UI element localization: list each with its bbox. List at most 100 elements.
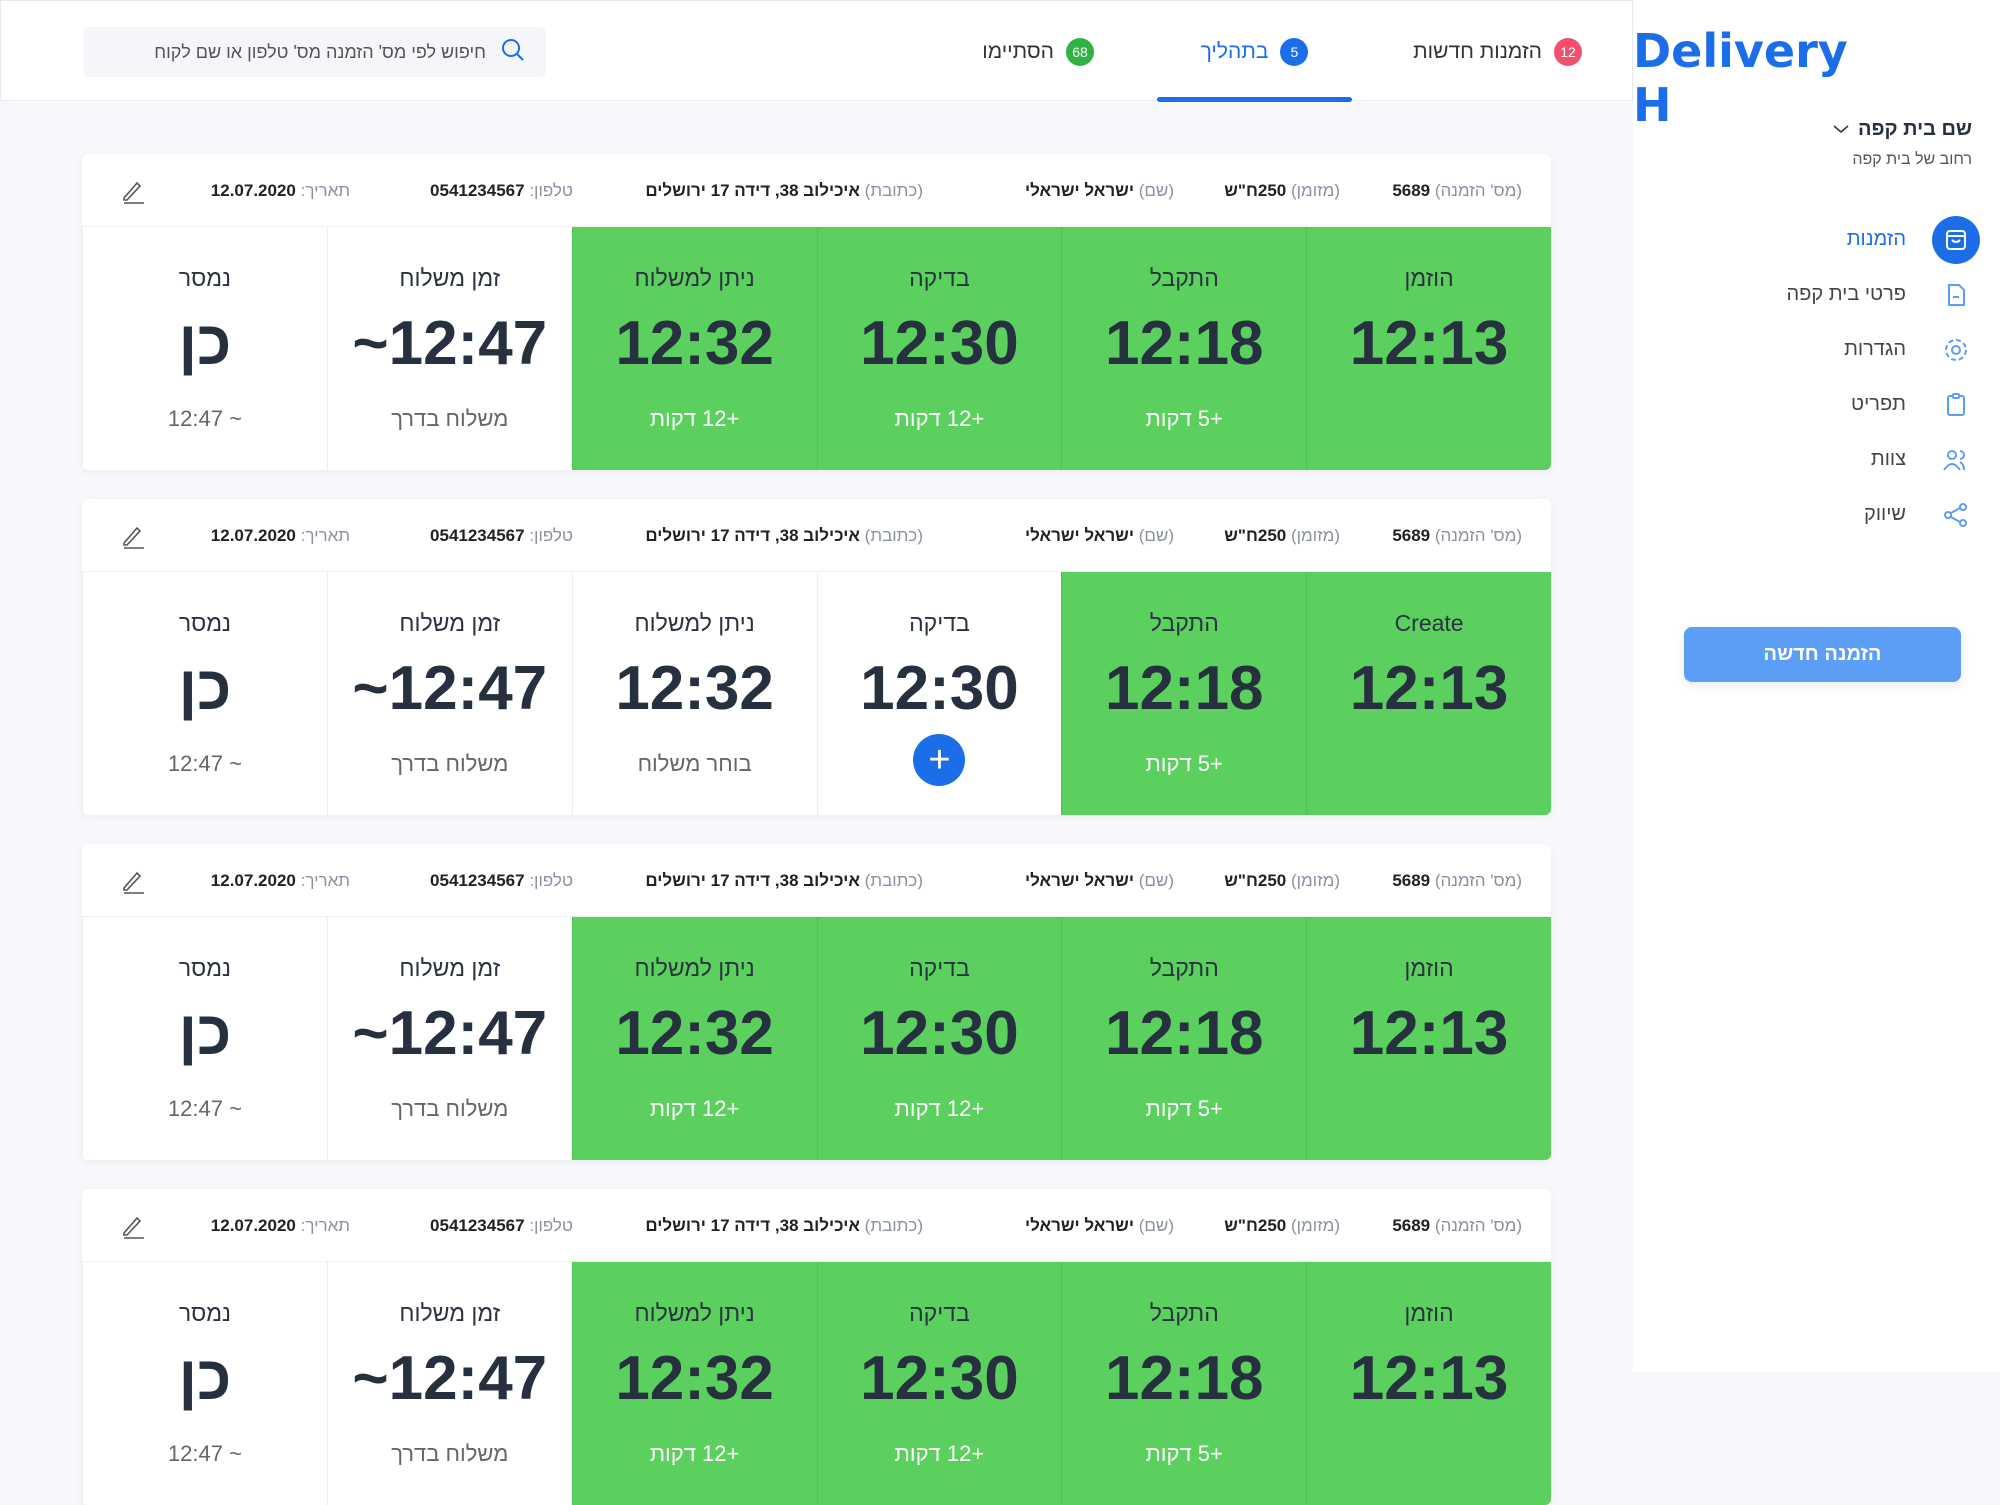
- step-sub: +12 דקות: [649, 1096, 740, 1121]
- sidebar-item-label: תפריט: [1851, 393, 1906, 415]
- step-sub: משלוח בדרך: [391, 406, 509, 431]
- order-date: תאריך: 12.07.2020: [211, 1189, 350, 1262]
- new-order-button[interactable]: הזמנה חדשה: [1684, 627, 1961, 682]
- sidebar-nav: הזמנות פרטי בית קפה הגדרות תפריט צוות שיווק: [1633, 212, 2000, 542]
- status-step: התקבל 12:18 +5 דקות: [1061, 1262, 1307, 1505]
- field-value: 0541234567: [430, 525, 525, 545]
- step-sub: +12 דקות: [894, 1441, 985, 1466]
- status-step: בדיקה 12:30 +12 דקות: [816, 1262, 1062, 1505]
- order-addr: (כתובת) איכילוב 38, דידה 17 ירושלים: [645, 154, 923, 227]
- chevron-down-icon[interactable]: [1832, 118, 1850, 141]
- step-label: זמן משלוח: [399, 265, 501, 291]
- order-pay: (מזומן) 250ח"ש: [1224, 499, 1340, 572]
- step-sub: ~ 12:47: [167, 406, 242, 431]
- step-sub: +5 דקות: [1145, 406, 1223, 431]
- order-status-steps: Create 12:13 התקבל 12:18 +5 דקות בדיקה 12:30 + נ…: [82, 572, 1551, 815]
- field-label: (מזומן): [1290, 1215, 1340, 1235]
- tab-count-badge: 12: [1554, 37, 1582, 66]
- status-step: התקבל 12:18 +5 דקות: [1061, 227, 1307, 470]
- edit-pencil-icon[interactable]: [120, 523, 146, 554]
- step-label: הוזמן: [1404, 1300, 1454, 1326]
- field-value: 12.07.2020: [210, 1215, 296, 1235]
- step-label: Create: [1394, 610, 1464, 636]
- order-date: תאריך: 12.07.2020: [211, 844, 350, 917]
- step-label: ניתן למשלוח: [634, 610, 755, 636]
- add-step-button[interactable]: +: [913, 734, 966, 786]
- sidebar-item-1[interactable]: פרטי בית קפה: [1633, 267, 2000, 322]
- document-icon: [1932, 271, 1980, 319]
- sidebar-item-2[interactable]: הגדרות: [1633, 322, 2000, 377]
- field-value: ישראל ישראלי: [1024, 870, 1134, 890]
- field-label: תאריך:: [300, 870, 350, 890]
- step-time: כן: [178, 654, 232, 723]
- step-label: הוזמן: [1404, 955, 1454, 981]
- field-value: ישראל ישראלי: [1024, 1215, 1134, 1235]
- tab-completed[interactable]: 68 הסתיימו: [982, 1, 1094, 102]
- order-addr: (כתובת) איכילוב 38, דידה 17 ירושלים: [645, 1189, 923, 1262]
- status-step: נמסר כן ~ 12:47: [82, 1262, 327, 1505]
- step-time: 12:13: [1349, 654, 1509, 723]
- shop-address: רחוב של בית קפה: [1852, 151, 1972, 168]
- order-addr: (כתובת) איכילוב 38, דידה 17 ירושלים: [645, 844, 923, 917]
- sidebar-item-4[interactable]: צוות: [1633, 432, 2000, 487]
- order-card: (מס' הזמנה) 5689 (מזומן) 250ח"ש (שם) ישראל…: [82, 154, 1551, 470]
- tab-new-orders[interactable]: 12 הזמנות חדשות: [1413, 1, 1582, 102]
- sidebar-item-label: שיווק: [1864, 503, 1906, 525]
- step-time: ~12:47: [352, 309, 548, 378]
- step-label: ניתן למשלוח: [634, 1300, 755, 1326]
- step-label: התקבל: [1149, 1300, 1219, 1326]
- sidebar-item-5[interactable]: שיווק: [1633, 487, 2000, 542]
- step-label: התקבל: [1149, 610, 1219, 636]
- sidebar-item-3[interactable]: תפריט: [1633, 377, 2000, 432]
- status-step: בדיקה 12:30 +: [816, 572, 1062, 815]
- shop-selector[interactable]: שם בית קפה רחוב של בית קפה: [1832, 118, 1972, 169]
- step-label: בדיקה: [909, 610, 970, 636]
- shop-name: שם בית קפה: [1857, 118, 1972, 140]
- step-time: 12:18: [1104, 309, 1264, 378]
- clipboard-icon: [1932, 381, 1980, 429]
- order-header: (מס' הזמנה) 5689 (מזומן) 250ח"ש (שם) ישראל…: [82, 844, 1551, 917]
- field-value: ישראל ישראלי: [1024, 525, 1134, 545]
- share-icon: [1932, 491, 1980, 539]
- step-label: נמסר: [178, 610, 231, 636]
- step-sub: ~ 12:47: [167, 1441, 242, 1466]
- search-icon[interactable]: [500, 37, 526, 68]
- tab-in-progress[interactable]: 5 בתהליך: [1157, 1, 1352, 102]
- field-label: (מס' הזמנה): [1434, 525, 1522, 545]
- status-step: הוזמן 12:13: [1306, 917, 1551, 1160]
- order-phone: טלפון: 0541234567: [430, 844, 573, 917]
- field-value: 0541234567: [430, 870, 525, 890]
- status-step: נמסר כן ~ 12:47: [82, 917, 327, 1160]
- field-value: 12.07.2020: [210, 180, 296, 200]
- top-bar: 12 הזמנות חדשות 5 בתהליך 68 הסתיימו: [0, 0, 1633, 102]
- order-card: (מס' הזמנה) 5689 (מזומן) 250ח"ש (שם) ישראל…: [82, 499, 1551, 815]
- edit-pencil-icon[interactable]: [120, 178, 146, 209]
- status-step: בדיקה 12:30 +12 דקות: [816, 917, 1062, 1160]
- edit-pencil-icon[interactable]: [120, 868, 146, 899]
- step-sub: ~ 12:47: [167, 1096, 242, 1121]
- status-step: ניתן למשלוח 12:32 בוחר משלוח: [571, 572, 817, 815]
- field-label: טלפון:: [529, 180, 573, 200]
- order-card: (מס' הזמנה) 5689 (מזומן) 250ח"ש (שם) ישראל…: [82, 1189, 1551, 1505]
- step-time: ~12:47: [352, 999, 548, 1068]
- field-value: איכילוב 38, דידה 17 ירושלים: [645, 870, 860, 890]
- edit-pencil-icon[interactable]: [120, 1213, 146, 1244]
- field-value: 250ח"ש: [1224, 180, 1287, 200]
- search-box[interactable]: [83, 27, 546, 77]
- step-time: 12:13: [1349, 1344, 1509, 1413]
- order-date: תאריך: 12.07.2020: [211, 499, 350, 572]
- status-step: נמסר כן ~ 12:47: [82, 572, 327, 815]
- field-label: (שם): [1138, 525, 1174, 545]
- field-label: (כתובת): [864, 525, 923, 545]
- status-step: ניתן למשלוח 12:32 +12 דקות: [571, 1262, 817, 1505]
- status-step: זמן משלוח ~12:47 משלוח בדרך: [326, 1262, 572, 1505]
- step-label: נמסר: [178, 265, 231, 291]
- order-pay: (מזומן) 250ח"ש: [1224, 844, 1340, 917]
- field-value: 250ח"ש: [1224, 1215, 1287, 1235]
- field-label: (שם): [1138, 180, 1174, 200]
- status-step: התקבל 12:18 +5 דקות: [1061, 572, 1307, 815]
- search-input[interactable]: [126, 41, 486, 63]
- field-label: תאריך:: [300, 180, 350, 200]
- order-order: (מס' הזמנה) 5689: [1392, 1189, 1522, 1262]
- sidebar-item-0[interactable]: הזמנות: [1633, 212, 2000, 267]
